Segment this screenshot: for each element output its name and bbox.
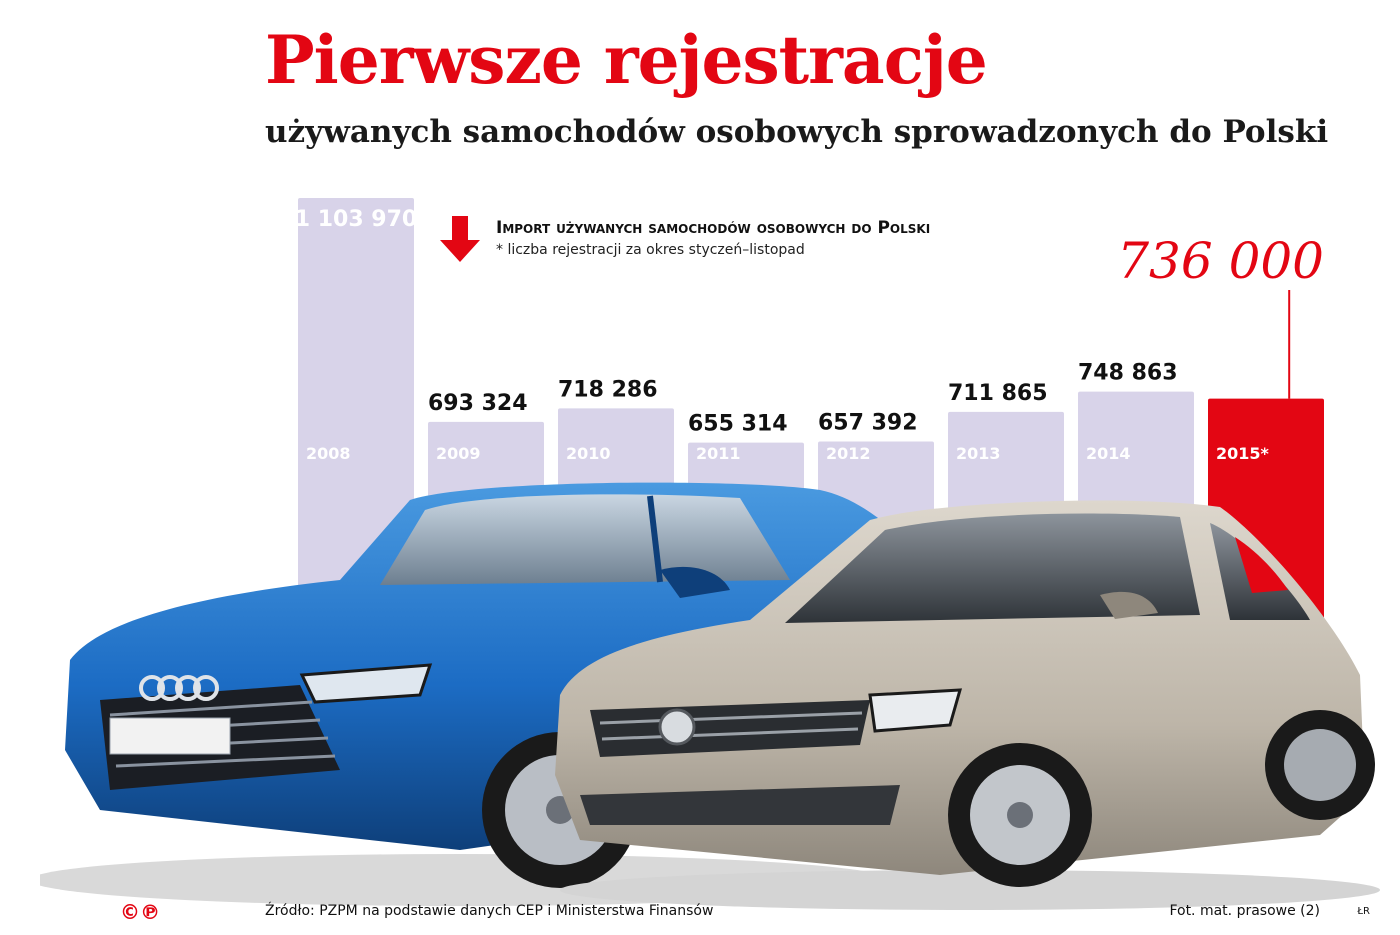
value-label: 693 324 (428, 391, 528, 416)
x-tick-label: 2015* (1216, 444, 1270, 463)
photo-credit: Fot. mat. prasowe (2) (1169, 903, 1320, 919)
chart-subtitle: używanych samochodów osobowych sprowadzo… (265, 114, 1329, 150)
x-tick-label: 2012 (826, 444, 871, 463)
value-label: 657 392 (818, 411, 918, 436)
x-tick-label: 2013 (956, 444, 1001, 463)
value-label: 711 865 (948, 381, 1048, 406)
x-tick-label: 2008 (306, 444, 351, 463)
chart-title: Pierwsze rejestracje (265, 21, 988, 99)
down-arrow-icon (440, 216, 480, 262)
silver-hatchback-icon (555, 500, 1380, 910)
legend-note: * liczba rejestracji za okres styczeń–li… (496, 242, 805, 258)
value-label: 748 863 (1078, 361, 1178, 386)
x-tick-label: 2011 (696, 444, 741, 463)
x-tick-label: 2014 (1086, 444, 1131, 463)
source-note: Źródło: PZPM na podstawie danych CEP i M… (265, 903, 714, 919)
publisher-logo: ©℗ (120, 900, 160, 924)
highlight-value-label: 736 000 (1117, 232, 1324, 290)
author-initials: ŁR (1357, 906, 1370, 917)
x-tick-label: 2009 (436, 444, 481, 463)
legend-title: Import używanych samochodów osobowych do… (496, 218, 931, 238)
value-label: 718 286 (558, 377, 658, 402)
value-label: 655 314 (688, 412, 788, 437)
x-tick-label: 2010 (566, 444, 611, 463)
value-label: 1 103 970 (295, 207, 417, 232)
